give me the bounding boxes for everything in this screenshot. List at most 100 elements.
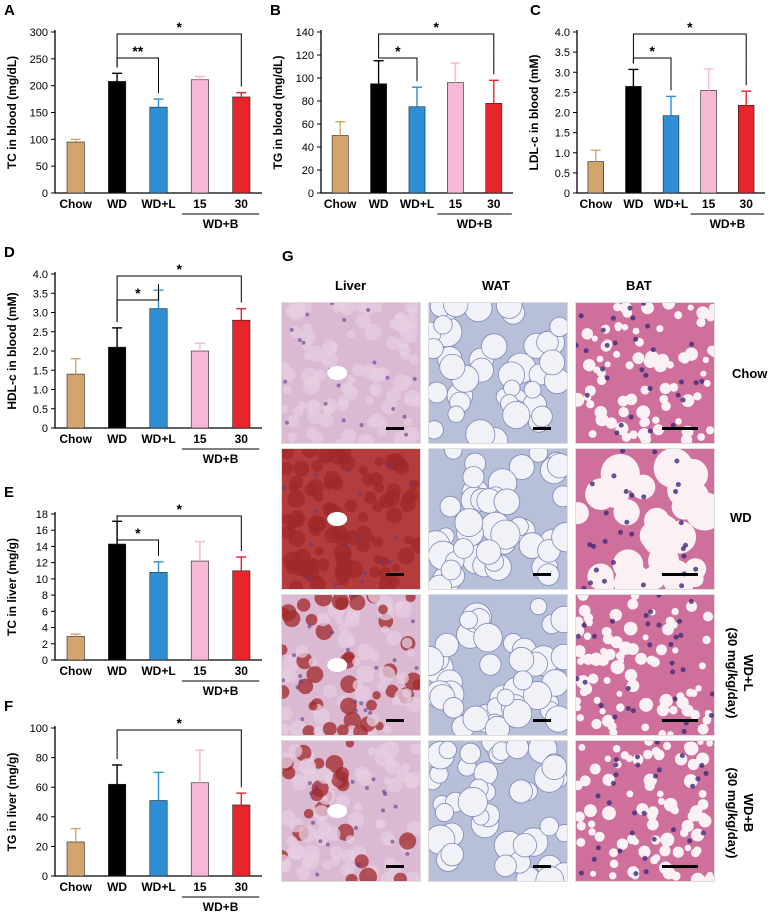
- histology-image: [281, 302, 421, 444]
- significance-marker: *: [433, 19, 439, 35]
- group-label: WD+B: [203, 217, 239, 231]
- y-tick-label: 80: [302, 96, 314, 108]
- significance-marker: *: [176, 261, 182, 277]
- y-tick-label: 3.5: [555, 47, 570, 59]
- y-tick-label: 3.0: [33, 308, 48, 320]
- y-axis-label: TG in liver (mg/g): [5, 753, 19, 852]
- y-tick-label: 2.5: [555, 87, 570, 99]
- category-label: WD+L: [141, 880, 175, 894]
- histology-row-label-wd: WD: [730, 510, 752, 525]
- bar-3: [190, 560, 209, 661]
- y-axis-label: TG in blood (mg/dL): [271, 56, 285, 170]
- category-label: WD+L: [141, 432, 175, 446]
- y-tick-label: 16: [36, 525, 48, 537]
- chart-tc-blood: TC in blood (mg/dL) 0 50 100 150 200 250 300 Cho…: [5, 19, 262, 231]
- scale-bar: [662, 427, 698, 430]
- category-label: WD+L: [654, 197, 688, 211]
- y-tick-label: 8: [42, 590, 48, 602]
- scale-bar: [662, 865, 698, 868]
- significance-marker: **: [132, 43, 143, 59]
- bar-2: [149, 800, 168, 877]
- category-label: WD+L: [141, 197, 175, 211]
- y-tick-label: 100: [30, 134, 48, 146]
- histology-row-label-wdb-dose: (30 mg/kg/day): [725, 767, 740, 859]
- y-tick-label: 1.5: [555, 128, 570, 140]
- y-tick-label: 60: [36, 782, 48, 794]
- y-tick-label: 10: [36, 574, 48, 586]
- category-label: 15: [193, 880, 207, 894]
- significance-bracket: [632, 33, 747, 86]
- bar-0: [66, 841, 85, 877]
- y-tick-label: 250: [30, 54, 48, 66]
- significance-bracket: [116, 729, 242, 788]
- scale-bar: [662, 573, 698, 576]
- bar-1: [108, 81, 127, 194]
- y-tick-label: 20: [36, 841, 48, 853]
- category-label: Chow: [579, 197, 612, 211]
- histology-image: [575, 740, 715, 882]
- panel-letter-b: B: [270, 2, 281, 19]
- y-tick-label: 20: [302, 165, 314, 177]
- category-label: 15: [193, 664, 207, 678]
- scale-bar: [386, 719, 404, 722]
- y-tick-label: 150: [30, 108, 48, 120]
- y-tick-label: 60: [302, 119, 314, 131]
- category-label: 15: [702, 197, 716, 211]
- bar-4: [232, 570, 251, 661]
- significance-bracket: [116, 515, 242, 551]
- bar-3: [447, 82, 464, 194]
- scale-bar: [386, 427, 404, 430]
- bar-2: [149, 308, 168, 429]
- category-label: 15: [449, 197, 463, 211]
- histology-row-label-wdb: WD+B (30 mg/kg/day): [700, 742, 773, 882]
- bar-4: [232, 96, 251, 194]
- significance-marker: *: [649, 43, 655, 59]
- bar-0: [331, 135, 349, 194]
- y-tick-label: 200: [30, 81, 48, 93]
- scale-bar: [386, 865, 404, 868]
- histology-image: [575, 302, 715, 444]
- panel-letter-e: E: [4, 484, 15, 501]
- histology-image: [575, 448, 715, 590]
- y-tick-label: 3.0: [555, 67, 570, 79]
- y-tick-label: 1.0: [555, 148, 570, 160]
- category-label: WD: [107, 664, 127, 678]
- y-tick-label: 0.5: [33, 404, 48, 416]
- category-label: 30: [235, 432, 249, 446]
- y-tick-label: 120: [296, 50, 314, 62]
- category-label: WD: [107, 880, 127, 894]
- y-tick-label: 80: [36, 753, 48, 765]
- panel-letter-a: A: [4, 2, 15, 19]
- significance-marker: *: [176, 501, 182, 517]
- histology-image: [281, 448, 421, 590]
- bar-2: [408, 106, 426, 194]
- bar-3: [190, 79, 209, 194]
- histology-image: [428, 302, 568, 444]
- histology-row-label-wdb-name: WD+B: [741, 793, 756, 833]
- bar-2: [149, 106, 168, 194]
- group-label: WD+B: [710, 217, 746, 231]
- y-tick-label: 0: [42, 423, 48, 435]
- category-label: 30: [740, 197, 754, 211]
- category-label: Chow: [324, 197, 357, 211]
- y-axis-label: TC in liver (mg/g): [5, 538, 19, 636]
- histology-image: [428, 448, 568, 590]
- y-tick-label: 0: [42, 188, 48, 200]
- category-label: Chow: [59, 432, 92, 446]
- histology-row-label-wdl: WD+L (30 mg/kg/day): [700, 602, 773, 742]
- histology-image: [281, 740, 421, 882]
- significance-marker: *: [135, 285, 141, 301]
- y-tick-label: 4.0: [33, 269, 48, 281]
- significance-bracket: [378, 33, 495, 75]
- y-tick-label: 40: [302, 142, 314, 154]
- y-tick-label: 0: [308, 188, 314, 200]
- significance-marker: *: [176, 715, 182, 731]
- scale-bar: [386, 573, 404, 576]
- chart-tg-liver: TG in liver (mg/g) 0 20 40 60 80 100 Chow WD WD+L…: [5, 715, 262, 914]
- bar-4: [738, 104, 755, 194]
- bar-3: [190, 350, 209, 429]
- chart-ldl-blood: LDL-c in blood (mM) 0 0.5 1.0 1.5 2.0 2.5 3.0 3.…: [527, 19, 765, 231]
- y-tick-label: 0: [42, 655, 48, 667]
- category-label: 15: [193, 197, 207, 211]
- y-tick-label: 100: [30, 723, 48, 735]
